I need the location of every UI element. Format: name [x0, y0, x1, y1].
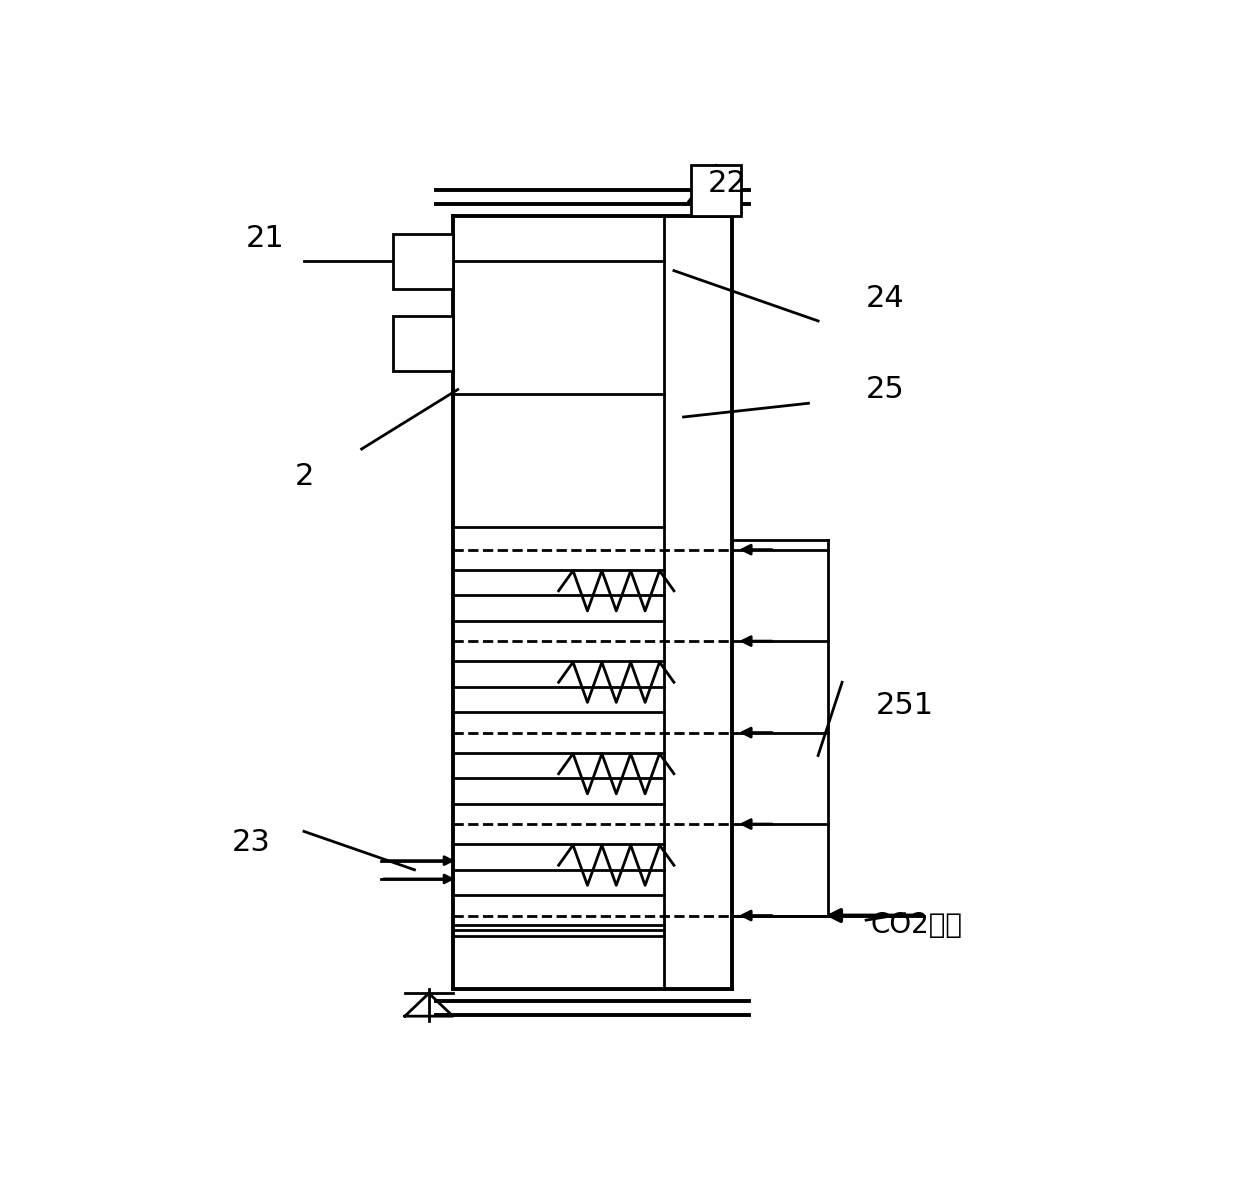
Text: CO2气体: CO2气体	[870, 911, 963, 939]
Text: 22: 22	[707, 169, 746, 198]
Text: 23: 23	[232, 828, 270, 857]
Text: 251: 251	[875, 690, 934, 720]
Text: 25: 25	[866, 375, 905, 404]
Bar	[393, 234, 453, 289]
Bar	[691, 165, 742, 216]
Text: 2: 2	[294, 462, 314, 491]
Bar	[393, 316, 453, 371]
Text: 21: 21	[246, 225, 285, 253]
Text: 24: 24	[866, 284, 905, 312]
